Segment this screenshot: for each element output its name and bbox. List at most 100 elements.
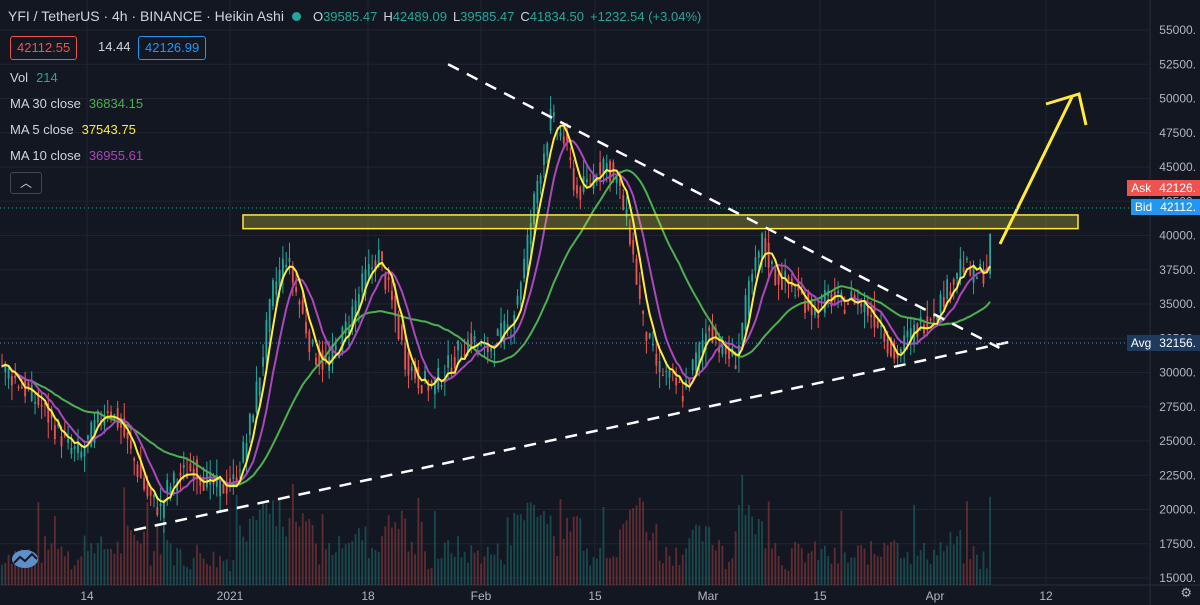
candle-body bbox=[691, 359, 694, 371]
candle-body bbox=[744, 295, 747, 330]
buy-price-box[interactable]: 42126.99 bbox=[138, 36, 207, 60]
volume-bar bbox=[810, 551, 813, 585]
volume-bar bbox=[635, 505, 638, 585]
volume-bar bbox=[298, 526, 301, 585]
cloud-logo-icon[interactable] bbox=[10, 545, 40, 569]
volume-bar bbox=[942, 551, 945, 585]
candle-body bbox=[90, 422, 93, 448]
gear-icon[interactable]: ⚙ bbox=[1180, 585, 1192, 600]
volume-bar bbox=[787, 570, 790, 585]
volume-bar bbox=[536, 516, 539, 585]
candle-body bbox=[767, 242, 770, 268]
candle-body bbox=[942, 297, 945, 307]
ma5-value: 37543.75 bbox=[81, 122, 136, 137]
x-axis-label: 12 bbox=[1039, 589, 1053, 603]
volume-bar bbox=[685, 548, 687, 585]
volume-bar bbox=[212, 551, 215, 585]
volume-bar bbox=[595, 558, 598, 585]
candle-body bbox=[34, 401, 36, 404]
volume-bar bbox=[341, 547, 344, 585]
candle-body bbox=[77, 442, 79, 454]
candle-body bbox=[361, 273, 364, 292]
volume-bar bbox=[11, 563, 13, 585]
candle-body bbox=[281, 258, 284, 281]
volume-bar bbox=[139, 543, 142, 585]
volume-bar bbox=[87, 551, 89, 585]
volume-bar bbox=[77, 559, 79, 585]
volume-bar bbox=[959, 530, 962, 585]
candle-body bbox=[364, 269, 367, 295]
ma10-legend[interactable]: MA 10 close 36955.61 bbox=[10, 148, 143, 163]
volume-bar bbox=[324, 549, 327, 585]
volume-bar bbox=[850, 557, 853, 585]
volume-bar bbox=[169, 543, 172, 585]
volume-bar bbox=[609, 558, 611, 585]
volume-bar bbox=[146, 502, 149, 585]
candle-body bbox=[67, 439, 70, 443]
ohlc-key: C bbox=[520, 8, 530, 24]
x-axis-label: Mar bbox=[698, 589, 719, 603]
ma30-legend[interactable]: MA 30 close 36834.15 bbox=[10, 96, 143, 111]
candle-body bbox=[800, 291, 803, 294]
sell-price-box[interactable]: 42112.55 bbox=[10, 36, 78, 60]
volume-bar bbox=[460, 557, 463, 585]
volume-bar bbox=[136, 540, 139, 585]
ask-tag: Ask 42126. bbox=[1127, 180, 1200, 196]
volume-bar bbox=[311, 525, 314, 585]
volume-bar bbox=[400, 510, 403, 585]
volume-bar bbox=[642, 501, 645, 585]
chevron-up-icon: ︿ bbox=[19, 176, 32, 190]
volume-bar bbox=[688, 538, 691, 585]
candle-body bbox=[595, 178, 598, 183]
candle-body bbox=[975, 277, 978, 279]
volume-bar bbox=[804, 562, 806, 585]
symbol-title[interactable]: YFI / TetherUS · 4h · BINANCE · Heikin A… bbox=[8, 8, 284, 24]
candle-body bbox=[344, 321, 347, 334]
candle-body bbox=[632, 239, 635, 255]
volume-bar bbox=[361, 540, 364, 585]
volume-bar bbox=[622, 524, 625, 585]
candle-body bbox=[149, 487, 152, 496]
ohlc-values: O39585.47 H42489.09 L39585.47 C41834.50 +123… bbox=[313, 9, 707, 24]
collapse-legend-button[interactable]: ︿ bbox=[10, 172, 42, 194]
volume-bar bbox=[351, 541, 354, 585]
candle-body bbox=[523, 258, 526, 279]
candle-body bbox=[93, 420, 96, 444]
candle-body bbox=[503, 320, 506, 345]
candle-body bbox=[381, 251, 383, 261]
volume-bar bbox=[500, 559, 502, 585]
candle-body bbox=[159, 503, 162, 507]
candle-body bbox=[44, 403, 46, 405]
volume-bar bbox=[202, 558, 205, 585]
candle-body bbox=[883, 333, 886, 342]
candle-body bbox=[156, 507, 159, 516]
vol-legend[interactable]: Vol 214 bbox=[10, 70, 58, 85]
candle-body bbox=[966, 258, 968, 260]
candle-body bbox=[552, 112, 555, 117]
candle-body bbox=[890, 337, 892, 357]
volume-bar bbox=[784, 569, 787, 585]
volume-bar bbox=[381, 536, 383, 585]
volume-bar bbox=[576, 516, 578, 585]
volume-bar bbox=[794, 542, 797, 585]
candle-body bbox=[843, 309, 846, 314]
candle-body bbox=[777, 273, 780, 285]
volume-bar bbox=[886, 545, 889, 585]
volume-bar bbox=[437, 558, 440, 585]
candle-body bbox=[291, 267, 294, 283]
candle-body bbox=[734, 365, 737, 369]
volume-bar bbox=[589, 565, 592, 585]
volume-bar bbox=[734, 531, 737, 585]
candle-body bbox=[106, 411, 109, 414]
candle-body bbox=[655, 353, 658, 366]
candle-body bbox=[483, 343, 486, 345]
candle-body bbox=[80, 451, 83, 458]
volume-bar bbox=[308, 518, 311, 585]
volume-bar bbox=[909, 563, 912, 585]
ma5-legend[interactable]: MA 5 close 37543.75 bbox=[10, 122, 136, 137]
y-axis-label: 45000. bbox=[1159, 160, 1196, 174]
volume-bar bbox=[678, 565, 681, 585]
candle-body bbox=[860, 303, 863, 307]
ohlc-key: O bbox=[312, 8, 324, 24]
